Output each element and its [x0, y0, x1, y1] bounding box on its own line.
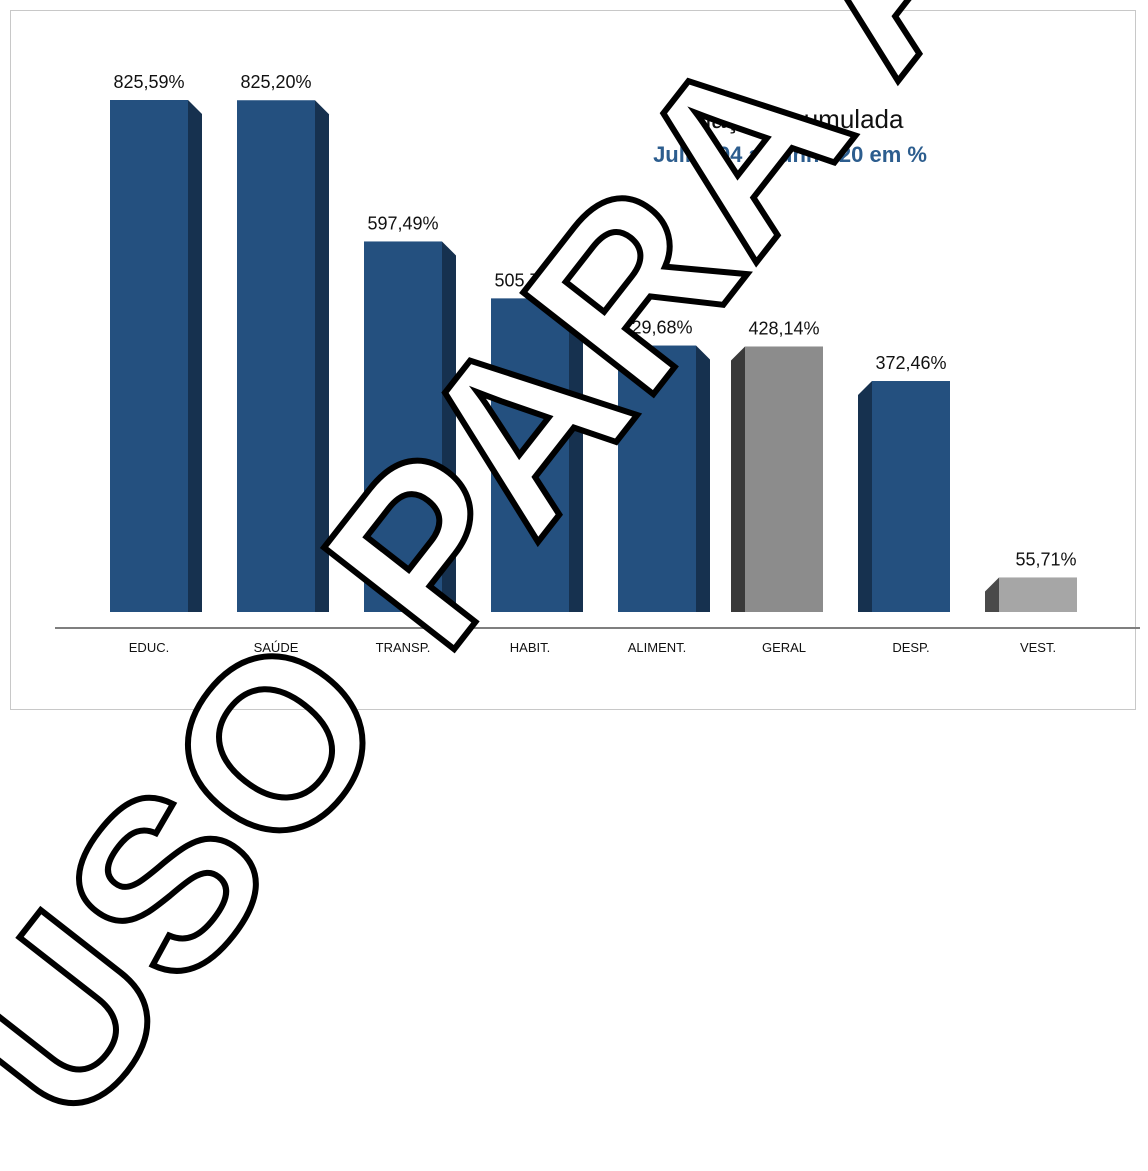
bar-front	[110, 100, 188, 612]
bar-chart: 825,59% EDUC. 825,20% SAÚDE 597,49% TRANSP. 50…	[55, 72, 1140, 655]
value-label: 428,14%	[748, 318, 819, 338]
bar-side	[188, 100, 202, 612]
bar-front	[237, 100, 315, 612]
category-label: HABIT.	[510, 640, 550, 655]
bar-side	[985, 577, 999, 612]
bar-6	[731, 346, 823, 612]
chart-title: Inflação Acumulada	[676, 104, 904, 134]
value-label: 429,68%	[621, 318, 692, 338]
category-label: VEST.	[1020, 640, 1056, 655]
bar-side	[569, 298, 583, 612]
value-label: 55,71%	[1015, 549, 1076, 569]
bar-front	[364, 241, 442, 612]
bar-2	[237, 100, 329, 612]
bar-8	[985, 577, 1077, 612]
bar-front	[491, 298, 569, 612]
category-label: TRANSP.	[376, 640, 431, 655]
category-label: ALIMENT.	[628, 640, 687, 655]
category-label: GERAL	[762, 640, 806, 655]
bar-front	[745, 346, 823, 612]
bar-4	[491, 298, 583, 612]
chart-subtitle: Julho/94 a Junho/20 em %	[653, 142, 927, 167]
value-label: 372,46%	[875, 353, 946, 373]
value-label: 825,20%	[240, 72, 311, 92]
bar-3	[364, 241, 456, 612]
bar-front	[618, 345, 696, 612]
value-label: 597,49%	[367, 213, 438, 233]
bar-side	[442, 241, 456, 612]
bar-1	[110, 100, 202, 612]
bar-5	[618, 345, 710, 612]
value-label: 825,59%	[113, 72, 184, 92]
bar-side	[696, 345, 710, 612]
bar-side	[858, 381, 872, 612]
labels-layer: 825,59% EDUC. 825,20% SAÚDE 597,49% TRANSP. 50…	[113, 72, 1076, 655]
category-label: SAÚDE	[254, 640, 299, 655]
bar-7	[858, 381, 950, 612]
category-label: DESP.	[892, 640, 929, 655]
chart-frame	[10, 10, 1136, 710]
bar-side	[315, 100, 329, 612]
value-label: 505,72%	[494, 270, 565, 290]
bars-layer	[110, 100, 1077, 612]
bar-side	[731, 346, 745, 612]
bar-front	[999, 577, 1077, 612]
category-label: EDUC.	[129, 640, 169, 655]
bar-front	[872, 381, 950, 612]
